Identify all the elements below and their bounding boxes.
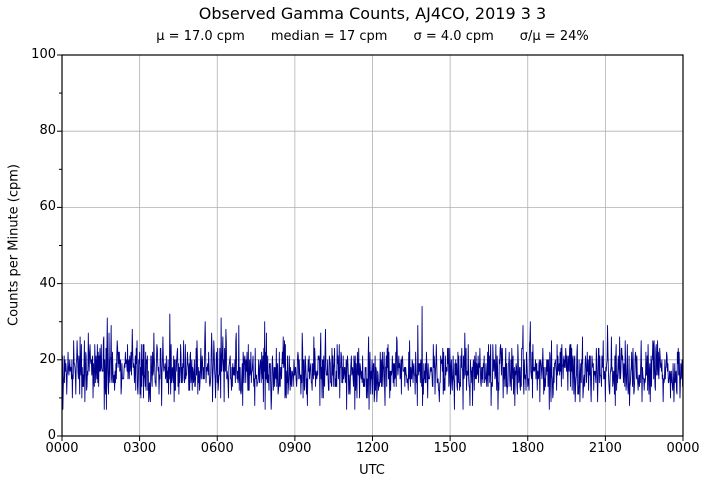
stat-sigma-over-mu: σ/μ = 24% bbox=[519, 29, 589, 44]
x-tick-label: 0300 bbox=[123, 441, 157, 456]
x-tick-label: 0000 bbox=[666, 441, 700, 456]
x-tick-label: 1500 bbox=[433, 441, 467, 456]
x-axis-label: UTC bbox=[359, 463, 385, 478]
chart-title: Observed Gamma Counts, AJ4CO, 2019 3 3 bbox=[198, 4, 547, 23]
y-tick-label: 0 bbox=[47, 428, 56, 443]
stat-mean: μ = 17.0 cpm bbox=[156, 29, 245, 44]
y-tick-label: 100 bbox=[31, 47, 56, 62]
y-tick-label: 60 bbox=[39, 199, 56, 215]
x-tick-label: 1800 bbox=[511, 441, 545, 456]
x-tick-label: 0600 bbox=[200, 441, 234, 456]
x-tick-label: 0000 bbox=[45, 441, 79, 456]
y-tick-label: 20 bbox=[39, 351, 56, 367]
y-tick-label: 40 bbox=[39, 275, 56, 291]
y-tick-label: 80 bbox=[39, 123, 56, 139]
chart-stats-line: μ = 17.0 cpm median = 17 cpm σ = 4.0 cpm… bbox=[62, 29, 683, 45]
stat-sigma: σ = 4.0 cpm bbox=[413, 29, 494, 44]
stat-median: median = 17 cpm bbox=[270, 29, 388, 44]
x-tick-label: 1200 bbox=[355, 441, 390, 456]
x-tick-label: 2100 bbox=[588, 441, 622, 456]
data-series-line bbox=[61, 306, 684, 410]
x-tick-label: 0900 bbox=[278, 441, 312, 456]
